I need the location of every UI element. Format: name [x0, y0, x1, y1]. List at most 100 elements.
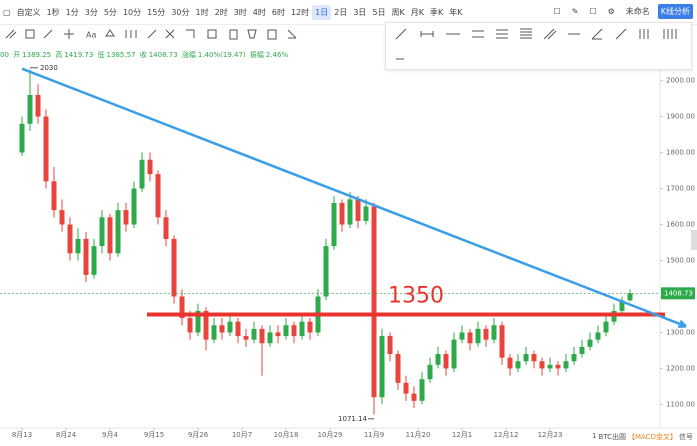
- interval-button[interactable]: 2时: [214, 7, 228, 17]
- interval-button[interactable]: 12时: [290, 7, 310, 17]
- signal[interactable]: 信号: [679, 433, 693, 441]
- x-tick-label: 9月26: [188, 431, 209, 439]
- candle-body: [283, 325, 289, 337]
- y-tick-label: 1600.00: [666, 221, 695, 229]
- interval-button[interactable]: 月K: [410, 7, 425, 17]
- candle-body: [475, 328, 481, 344]
- label: 开: [13, 51, 21, 59]
- x-tick-label: 11月9: [364, 431, 384, 439]
- y-tick-label: 1500.00: [666, 256, 695, 264]
- candle-body: [147, 159, 153, 175]
- y-tick-label: 1900.00: [666, 113, 695, 121]
- y-tick-label: 2000.00: [666, 77, 695, 85]
- candle-body: [331, 202, 337, 247]
- candle-body: [195, 310, 201, 333]
- x-tick-label: 12月1: [452, 431, 472, 439]
- candle-body: [131, 188, 137, 225]
- candle-body: [539, 361, 545, 369]
- interval-button[interactable]: 1秒: [46, 7, 60, 17]
- interval-button[interactable]: 30分: [171, 7, 190, 17]
- x-tick-label: 12月23: [538, 431, 563, 439]
- candle-body: [171, 238, 177, 297]
- interval-button[interactable]: 5分: [103, 7, 117, 17]
- candle-body: [219, 325, 225, 333]
- y-tick-label: 1200.00: [666, 364, 695, 372]
- icon[interactable]: ☐: [553, 7, 561, 16]
- interval-button[interactable]: 3时: [233, 7, 247, 17]
- count: 1: [591, 432, 597, 440]
- x-tick-label: 8月13: [12, 431, 32, 439]
- interval-list: 1秒 1分 3分 5分 10分 15分 30分 1时 2时 3时 4时 6时 12时 1日 2日 3日 5日 周K…: [44, 4, 466, 20]
- candle-body: [515, 361, 521, 369]
- value: 1408.73: [148, 51, 178, 59]
- candle-body: [435, 354, 441, 365]
- ohlc-info: 00 开 1389.25 高 1419.73 低 1385.57 收 1408.73 涨…: [0, 50, 290, 60]
- candle-body: [507, 357, 513, 369]
- candle-body: [83, 238, 89, 275]
- x-tick-label: 12月12: [494, 431, 519, 439]
- interval-button[interactable]: 2日: [334, 7, 348, 17]
- candle-body: [291, 325, 297, 337]
- interval-button[interactable]: 3分: [84, 7, 98, 17]
- analysis-button[interactable]: K线分析: [657, 4, 693, 19]
- tool-icons[interactable]: Aa: [5, 29, 297, 40]
- interval-button[interactable]: 4时: [252, 7, 266, 17]
- x-tick-label: 10月18: [274, 431, 299, 439]
- candle-body: [267, 332, 273, 344]
- interval-button[interactable]: 1分: [65, 7, 79, 17]
- menu-icon[interactable]: ▢: [3, 7, 11, 17]
- layout-name[interactable]: 未命名: [625, 7, 650, 16]
- interval-button[interactable]: 5日: [372, 7, 386, 17]
- interval-button[interactable]: 15分: [147, 7, 166, 17]
- last-price-box: [661, 287, 695, 300]
- candle-body: [187, 318, 193, 333]
- icon[interactable]: ⚙: [607, 7, 615, 16]
- symbol: BTC出圆: [598, 433, 627, 441]
- candle-body: [107, 217, 113, 254]
- candle-body: [451, 339, 457, 369]
- interval-button[interactable]: 10分: [122, 7, 142, 17]
- candle-body: [571, 354, 577, 362]
- interval-button[interactable]: 1时: [195, 7, 209, 17]
- candle-body: [339, 202, 345, 225]
- y-tick-label: 1800.00: [666, 149, 695, 157]
- candle-body: [587, 339, 593, 347]
- candle-body: [387, 336, 393, 355]
- candle-body: [299, 321, 305, 337]
- svg-text:Aa: Aa: [86, 31, 96, 40]
- last-price-label: 1408.73: [664, 289, 693, 297]
- candle-body: [491, 325, 497, 340]
- interval-button[interactable]: 1日: [312, 4, 332, 20]
- label: 涨幅: [181, 51, 196, 59]
- scroll-handle[interactable]: [691, 230, 697, 250]
- value: 1389.25: [22, 51, 52, 59]
- custom-button[interactable]: 自定义: [16, 7, 41, 17]
- icon[interactable]: ✎: [571, 7, 579, 16]
- interval-button[interactable]: 6时: [271, 7, 285, 17]
- icon[interactable]: ☐: [589, 7, 597, 16]
- tool-icons[interactable]: [395, 28, 677, 60]
- candle-body: [555, 364, 561, 369]
- x-tick-label: 10月7: [232, 431, 252, 439]
- value: 1385.57: [106, 51, 136, 59]
- candle-body: [115, 210, 121, 254]
- interval-button[interactable]: 季K: [430, 7, 444, 17]
- trend-line: [21, 67, 687, 328]
- x-tick-label: 10月29: [318, 431, 343, 439]
- trend-arrow: [677, 319, 687, 328]
- signal-tag: 【MACD金叉】: [628, 433, 677, 441]
- candle-body: [75, 238, 81, 254]
- interval-button[interactable]: 3日: [353, 7, 367, 17]
- candle-body: [243, 336, 249, 340]
- value: 1419.73: [64, 51, 94, 59]
- candle-body: [619, 300, 625, 311]
- y-tick-label: 1300.00: [666, 328, 695, 336]
- candle-body: [395, 354, 401, 383]
- y-tick-label: 1100.00: [666, 400, 695, 408]
- panel-icons: [395, 28, 677, 60]
- interval-button[interactable]: 年K: [449, 7, 463, 17]
- candle-body: [403, 382, 409, 394]
- interval-button[interactable]: 周K: [391, 7, 405, 17]
- drawing-panel: [385, 22, 692, 70]
